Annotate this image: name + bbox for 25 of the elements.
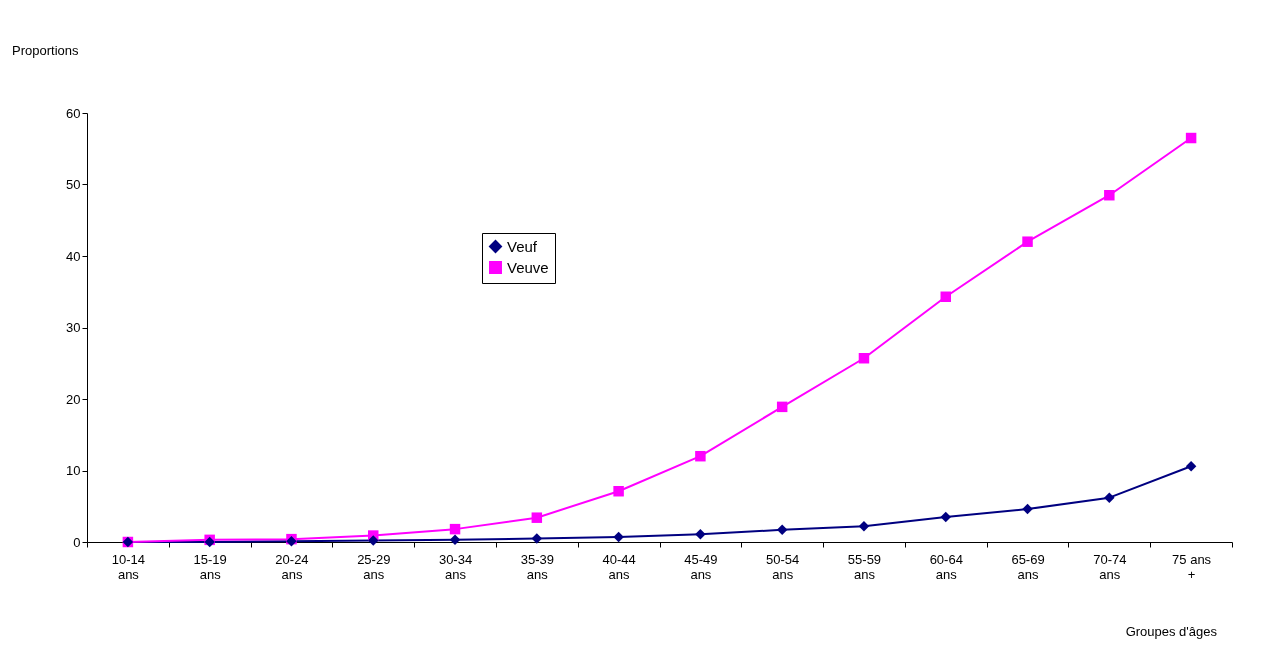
x-axis-title: Groupes d'âges bbox=[1125, 624, 1218, 639]
x-tick-label: 30-34 ans bbox=[438, 551, 473, 582]
x-tick-label: 20-24 ans bbox=[275, 551, 309, 582]
x-tick-label: 65-69 ans bbox=[1011, 551, 1045, 582]
x-tick-label: 55-59 ans bbox=[847, 551, 882, 582]
y-tick-label: 10 bbox=[66, 463, 81, 478]
x-tick-label: 70-74 ans bbox=[1093, 551, 1127, 582]
x-tick-label: 15-19 ans bbox=[193, 551, 227, 582]
y-tick-label: 50 bbox=[66, 177, 81, 192]
x-tick-label: 35-39 ans bbox=[520, 551, 554, 582]
legend-label: Veuf bbox=[507, 237, 538, 255]
y-axis-title: Proportions bbox=[12, 43, 79, 58]
y-tick-label: 30 bbox=[66, 320, 81, 335]
legend-label: Veuve bbox=[507, 258, 549, 276]
y-tick-label: 60 bbox=[66, 105, 81, 121]
x-tick-label: 50-54 ans bbox=[766, 551, 800, 582]
x-tick-label: 40-44 ans bbox=[602, 551, 636, 582]
y-tick-label: 20 bbox=[66, 391, 81, 407]
y-tick-label: 40 bbox=[66, 248, 81, 264]
x-tick-label: 10-14 ans bbox=[111, 551, 146, 582]
x-tick-label: 60-64 ans bbox=[929, 551, 963, 582]
x-tick-label: 75 ans + bbox=[1172, 551, 1212, 582]
x-tick-label: 45-49 ans bbox=[684, 551, 718, 582]
y-tick-label: 0 bbox=[73, 534, 81, 550]
x-tick-label: 25-29 ans bbox=[357, 551, 391, 582]
